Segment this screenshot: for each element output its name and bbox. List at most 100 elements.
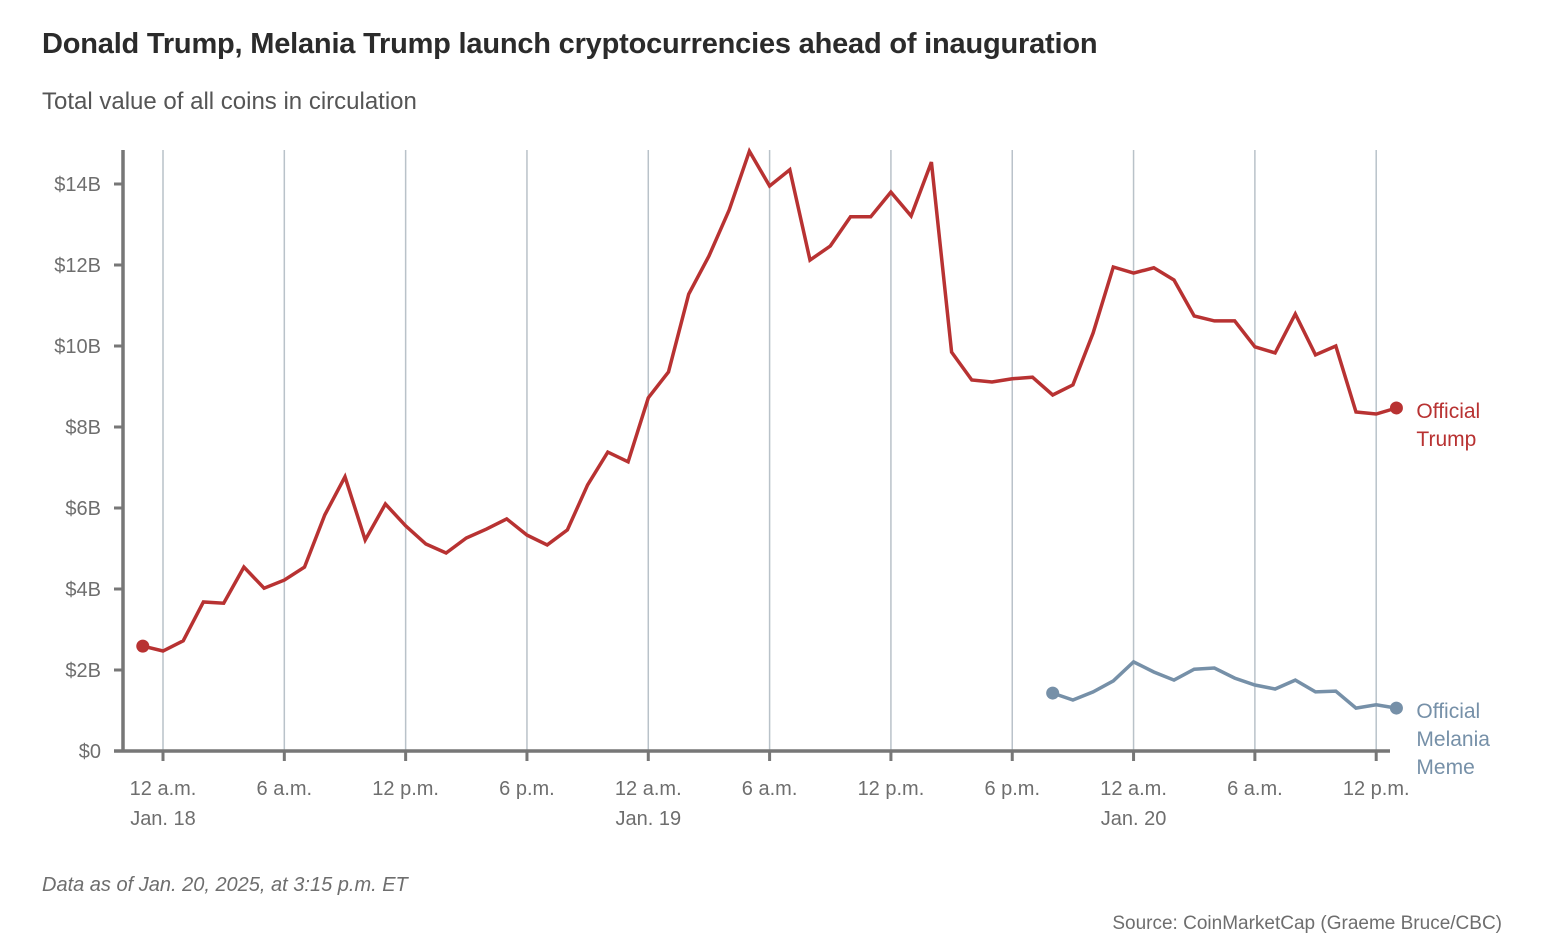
- trump-data-point: [1132, 272, 1135, 275]
- trump-series-line: [141, 147, 1399, 653]
- trump-data-point: [1334, 345, 1337, 348]
- y-tick-label: $0: [79, 741, 101, 763]
- trump-data-point: [424, 543, 427, 546]
- melania-data-point: [1233, 677, 1236, 680]
- trump-data-point: [1375, 413, 1378, 416]
- y-tick-label: $10B: [54, 336, 101, 358]
- trump-data-point: [1314, 353, 1317, 356]
- trump-data-point: [970, 379, 973, 382]
- trump-data-point: [384, 502, 387, 505]
- trump-data-point: [1071, 383, 1074, 386]
- melania-data-point: [1253, 683, 1256, 686]
- melania-data-point: [1193, 668, 1196, 671]
- chart-subtitle: Total value of all coins in circulation: [42, 88, 417, 115]
- trump-data-point: [1274, 351, 1277, 354]
- trump-data-point: [1051, 394, 1054, 397]
- trump-data-point: [627, 460, 630, 463]
- trump-data-point: [445, 551, 448, 554]
- melania-data-point: [1112, 679, 1115, 682]
- source-credit: Source: CoinMarketCap (Graeme Bruce/CBC): [1112, 913, 1502, 934]
- trump-data-point: [546, 543, 549, 546]
- trump-data-point: [222, 602, 225, 605]
- x-axis-ticks: 12 a.m. Jan. 18 6 a.m. 12 p.m. 6 p.m. 12 a.m.…: [130, 751, 1410, 830]
- melania-data-point: [1294, 679, 1297, 682]
- melania-data-point: [1375, 703, 1378, 706]
- y-tick-label: $8B: [65, 417, 101, 439]
- trump-data-point: [768, 185, 771, 188]
- trump-data-point: [849, 215, 852, 218]
- x-tick-date-label: Jan. 20: [1101, 808, 1167, 830]
- trump-data-point: [525, 534, 528, 537]
- trump-data-point: [788, 168, 791, 171]
- x-tick-label: 6 p.m.: [499, 778, 555, 800]
- trump-data-point: [303, 566, 306, 569]
- trump-data-point: [505, 517, 508, 520]
- trump-data-point: [707, 255, 710, 258]
- trump-data-point: [1193, 315, 1196, 318]
- melania-legend-label: Official: [1416, 700, 1480, 723]
- x-tick-label: 12 a.m.: [1100, 778, 1167, 800]
- trump-data-point: [202, 600, 205, 603]
- series-lines: [136, 147, 1403, 715]
- melania-data-point: [1314, 690, 1317, 693]
- trump-data-point: [667, 370, 670, 373]
- y-axis-ticks: $0 $2B $4B $6B $8B $10B $12B $14B: [54, 174, 123, 763]
- x-tick-label: 12 p.m.: [372, 778, 439, 800]
- melania-legend-label: Meme: [1416, 756, 1474, 779]
- trump-data-point: [485, 528, 488, 531]
- melania-start-dot: [1046, 686, 1060, 700]
- x-tick-label: 12 p.m.: [858, 778, 925, 800]
- x-tick-label: 6 a.m.: [257, 778, 313, 800]
- trump-data-point: [1294, 313, 1297, 316]
- y-tick-label: $4B: [65, 579, 101, 601]
- x-tick-label: 12 a.m.: [615, 778, 682, 800]
- line-chart: $0 $2B $4B $6B $8B $10B $12B $14B 12 a.m. Jan. 1…: [54, 147, 1490, 830]
- trump-data-point: [162, 649, 165, 652]
- trump-end-dot: [1389, 401, 1403, 415]
- trump-data-point: [910, 214, 913, 217]
- y-tick-label: $14B: [54, 174, 101, 196]
- melania-series-line: [1050, 659, 1399, 710]
- trump-data-point: [950, 351, 953, 354]
- y-tick-label: $12B: [54, 255, 101, 277]
- y-tick-label: $2B: [65, 660, 101, 682]
- trump-data-point: [1173, 278, 1176, 281]
- gridlines: [162, 150, 1377, 751]
- data-timestamp-note: Data as of Jan. 20, 2025, at 3:15 p.m. E…: [42, 874, 408, 896]
- trump-data-point: [1112, 266, 1115, 269]
- x-tick-label: 6 p.m.: [984, 778, 1040, 800]
- trump-data-point: [283, 579, 286, 582]
- trump-data-point: [1011, 377, 1014, 380]
- trump-data-point: [1233, 319, 1236, 322]
- trump-data-point: [930, 161, 933, 164]
- melania-data-point: [1213, 666, 1216, 669]
- trump-data-point: [263, 587, 266, 590]
- melania-data-point: [1354, 707, 1357, 710]
- trump-data-point: [1253, 345, 1256, 348]
- trump-data-point: [404, 524, 407, 527]
- trump-data-point: [323, 513, 326, 516]
- trump-data-point: [343, 475, 346, 478]
- trump-data-point: [728, 208, 731, 211]
- trump-data-point: [1354, 411, 1357, 414]
- melania-data-point: [1173, 679, 1176, 682]
- trump-data-point: [748, 150, 751, 153]
- axes: [114, 150, 1390, 753]
- trump-data-point: [606, 451, 609, 454]
- trump-data-point: [809, 259, 812, 262]
- trump-data-point: [586, 483, 589, 486]
- melania-data-point: [1152, 671, 1155, 674]
- x-tick-label: 6 a.m.: [742, 778, 798, 800]
- trump-data-point: [829, 244, 832, 247]
- trump-data-point: [242, 566, 245, 569]
- trump-data-point: [1031, 376, 1034, 379]
- chart-title: Donald Trump, Melania Trump launch crypt…: [42, 28, 1098, 60]
- x-tick-date-label: Jan. 19: [615, 808, 681, 830]
- melania-data-point: [1071, 698, 1074, 701]
- y-tick-label: $6B: [65, 498, 101, 520]
- trump-data-point: [566, 528, 569, 531]
- melania-data-point: [1334, 690, 1337, 693]
- x-tick-label: 6 a.m.: [1227, 778, 1283, 800]
- melania-data-point: [1092, 690, 1095, 693]
- melania-legend-label: Melania: [1416, 728, 1490, 751]
